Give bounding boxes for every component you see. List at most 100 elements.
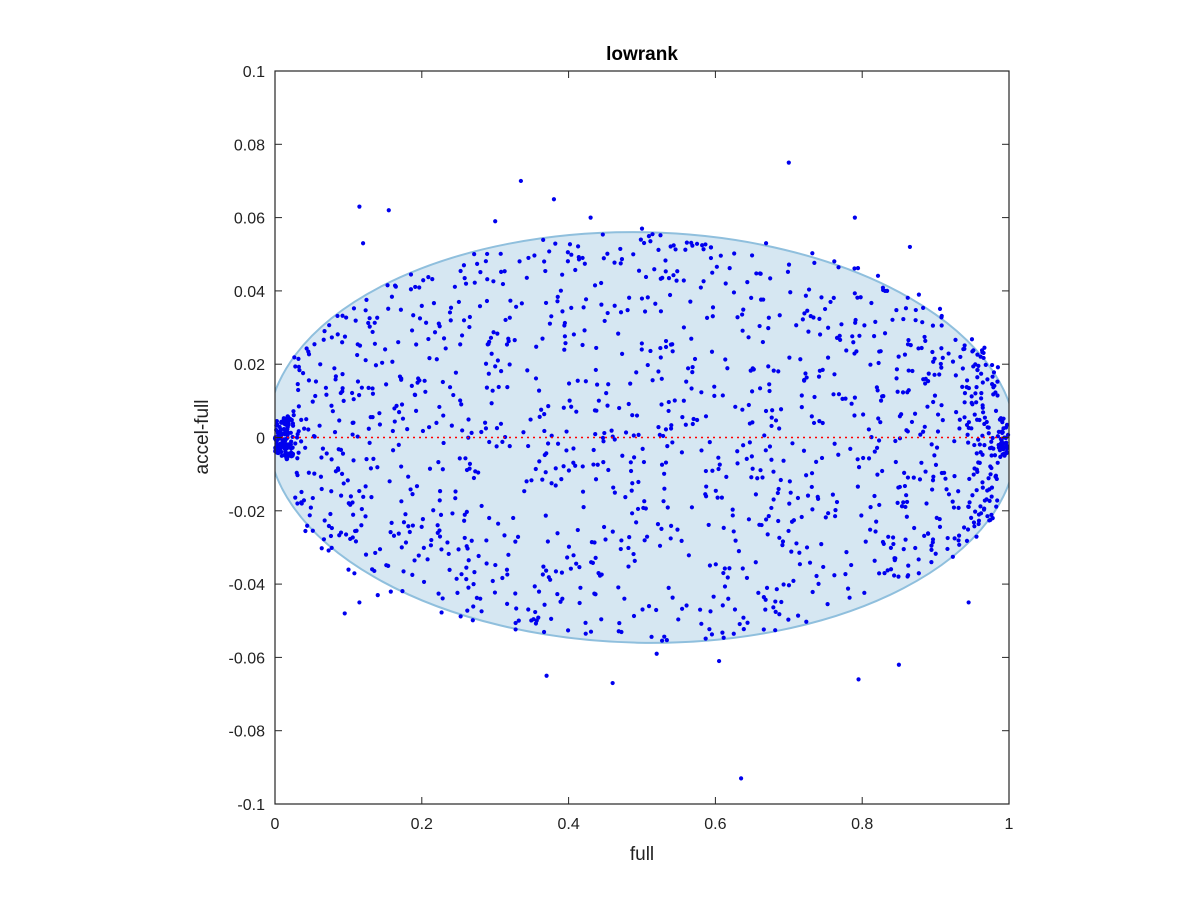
data-point: [443, 346, 448, 351]
data-point: [781, 458, 786, 463]
data-point: [321, 537, 327, 542]
data-point: [648, 239, 653, 244]
data-point: [367, 440, 372, 445]
data-point: [663, 460, 669, 465]
data-point: [766, 326, 771, 331]
data-point: [490, 388, 495, 393]
data-point: [692, 356, 698, 362]
y-tick-label: 0.04: [234, 284, 265, 301]
data-point: [894, 376, 899, 381]
data-point: [462, 512, 467, 517]
data-point: [436, 591, 441, 596]
data-point: [450, 511, 455, 516]
data-point: [852, 291, 857, 296]
data-point: [304, 417, 309, 422]
data-point: [593, 367, 598, 373]
data-point: [776, 486, 781, 492]
data-point: [580, 464, 585, 469]
data-point: [862, 590, 867, 595]
data-point: [758, 297, 764, 302]
data-point: [458, 268, 463, 274]
data-point: [906, 388, 911, 393]
data-point: [763, 607, 768, 612]
data-point: [513, 620, 518, 626]
data-point: [461, 318, 467, 323]
data-point: [304, 346, 309, 351]
data-point: [454, 576, 459, 581]
data-point: [612, 303, 617, 308]
data-point: [284, 456, 290, 461]
data-point: [279, 419, 284, 424]
data-point: [646, 603, 652, 609]
data-point: [960, 384, 965, 389]
data-point: [904, 493, 909, 498]
data-point: [741, 307, 746, 312]
data-point: [574, 561, 579, 566]
data-point: [810, 507, 815, 512]
y-tick-label: -0.02: [229, 504, 266, 521]
data-point: [735, 315, 740, 320]
data-point: [684, 603, 689, 608]
data-point: [293, 441, 298, 446]
data-point: [588, 215, 593, 220]
data-point: [788, 490, 793, 495]
data-point: [306, 352, 312, 357]
data-point: [986, 476, 991, 481]
data-point: [562, 334, 567, 339]
data-point: [844, 550, 849, 555]
data-point: [891, 535, 896, 540]
y-tick-label: 0.06: [234, 211, 265, 228]
data-point: [806, 287, 812, 292]
data-point: [763, 517, 769, 522]
data-point: [663, 427, 669, 432]
data-point: [593, 477, 599, 482]
data-point: [713, 562, 718, 567]
data-point: [717, 462, 722, 467]
data-point: [345, 478, 350, 483]
data-point: [921, 429, 926, 434]
data-point: [628, 468, 634, 474]
data-point: [738, 776, 744, 781]
data-point: [930, 537, 936, 542]
data-point: [363, 484, 368, 489]
data-point: [990, 516, 995, 521]
data-point: [436, 460, 441, 465]
data-point: [912, 411, 918, 416]
data-point: [825, 602, 830, 607]
data-point: [482, 420, 488, 425]
data-point: [950, 554, 955, 559]
data-point: [744, 575, 750, 581]
data-point: [411, 313, 416, 318]
data-point: [670, 595, 675, 600]
data-point: [284, 446, 290, 451]
data-point: [820, 420, 825, 426]
data-point: [612, 260, 617, 265]
data-point: [560, 272, 565, 277]
data-point: [426, 275, 431, 280]
data-point: [954, 410, 959, 415]
data-point: [951, 505, 957, 510]
data-point: [329, 545, 334, 550]
data-point: [351, 458, 356, 463]
data-point: [904, 428, 909, 433]
data-point: [668, 426, 674, 431]
data-point: [274, 419, 279, 424]
data-point: [930, 487, 935, 492]
data-point: [901, 547, 906, 552]
data-point: [412, 558, 417, 563]
data-point: [366, 385, 371, 390]
data-point: [773, 609, 778, 615]
data-point: [500, 439, 505, 444]
data-point: [855, 457, 860, 462]
data-point: [596, 571, 601, 576]
data-point: [599, 302, 604, 307]
data-point: [296, 387, 301, 393]
data-point: [719, 495, 724, 500]
data-point: [427, 466, 433, 471]
data-point: [466, 417, 471, 422]
data-point: [769, 505, 774, 511]
data-point: [981, 350, 986, 356]
data-point: [668, 342, 674, 347]
data-point: [559, 570, 565, 575]
data-point: [942, 470, 947, 475]
